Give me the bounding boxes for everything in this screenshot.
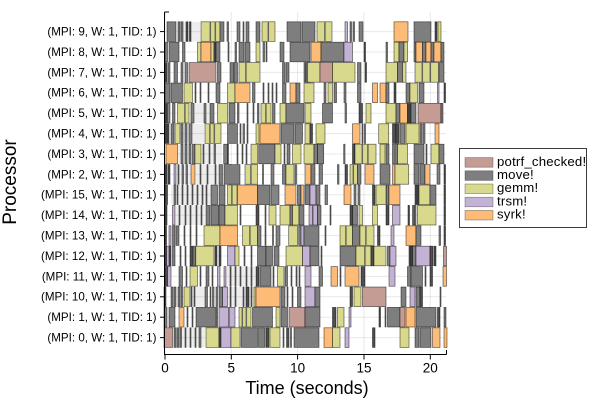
svg-text:(MPI: 11, W: 1, TID: 1): (MPI: 11, W: 1, TID: 1) bbox=[42, 270, 157, 283]
svg-text:(MPI: 7, W: 1, TID: 1): (MPI: 7, W: 1, TID: 1) bbox=[47, 66, 156, 79]
svg-text:Time (seconds): Time (seconds) bbox=[245, 378, 368, 398]
svg-text:(MPI: 14, W: 1, TID: 1): (MPI: 14, W: 1, TID: 1) bbox=[41, 209, 157, 222]
svg-text:syrk!: syrk! bbox=[497, 207, 526, 222]
svg-text:15: 15 bbox=[356, 361, 371, 376]
svg-text:trsm!: trsm! bbox=[497, 193, 527, 208]
svg-text:(MPI: 4, W: 1, TID: 1): (MPI: 4, W: 1, TID: 1) bbox=[47, 128, 156, 141]
svg-text:20: 20 bbox=[423, 361, 438, 376]
svg-text:(MPI: 9, W: 1, TID: 1): (MPI: 9, W: 1, TID: 1) bbox=[47, 26, 156, 39]
svg-text:(MPI: 2, W: 1, TID: 1): (MPI: 2, W: 1, TID: 1) bbox=[47, 168, 156, 181]
svg-text:(MPI: 5, W: 1, TID: 1): (MPI: 5, W: 1, TID: 1) bbox=[47, 107, 156, 120]
svg-text:10: 10 bbox=[290, 361, 305, 376]
svg-text:potrf_checked!: potrf_checked! bbox=[497, 154, 586, 169]
svg-text:(MPI: 10, W: 1, TID: 1): (MPI: 10, W: 1, TID: 1) bbox=[41, 291, 157, 304]
svg-text:0: 0 bbox=[161, 361, 169, 376]
svg-text:5: 5 bbox=[228, 361, 236, 376]
svg-text:(MPI: 13, W: 1, TID: 1): (MPI: 13, W: 1, TID: 1) bbox=[41, 230, 157, 243]
svg-text:(MPI: 0, W: 1, TID: 1): (MPI: 0, W: 1, TID: 1) bbox=[47, 332, 156, 345]
svg-text:(MPI: 1, W: 1, TID: 1): (MPI: 1, W: 1, TID: 1) bbox=[47, 311, 156, 324]
svg-text:(MPI: 12, W: 1, TID: 1): (MPI: 12, W: 1, TID: 1) bbox=[41, 250, 157, 263]
svg-text:(MPI: 8, W: 1, TID: 1): (MPI: 8, W: 1, TID: 1) bbox=[47, 46, 156, 59]
svg-text:move!: move! bbox=[497, 167, 534, 182]
svg-text:(MPI: 15, W: 1, TID: 1): (MPI: 15, W: 1, TID: 1) bbox=[41, 189, 157, 202]
svg-text:gemm!: gemm! bbox=[497, 180, 538, 195]
svg-text:(MPI: 3, W: 1, TID: 1): (MPI: 3, W: 1, TID: 1) bbox=[47, 148, 156, 161]
svg-text:(MPI: 6, W: 1, TID: 1): (MPI: 6, W: 1, TID: 1) bbox=[47, 87, 156, 100]
svg-text:Processor: Processor bbox=[0, 139, 21, 225]
